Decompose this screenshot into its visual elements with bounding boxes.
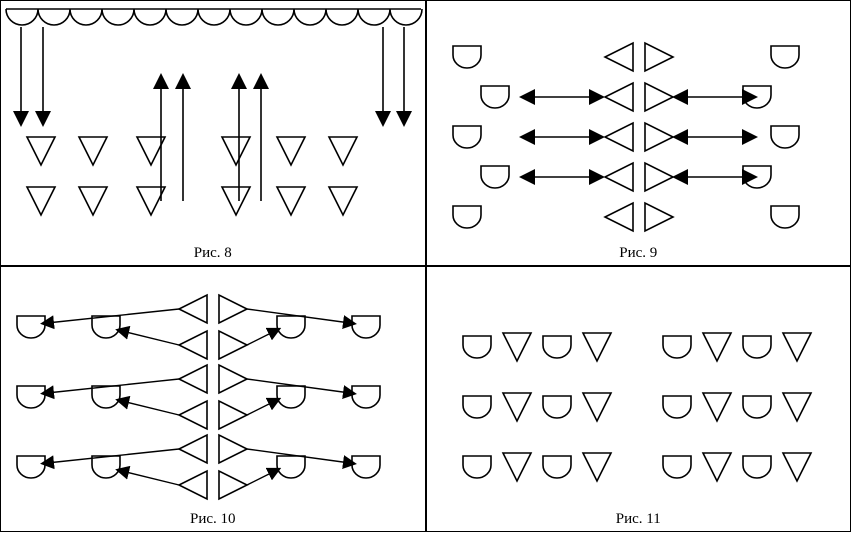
up-arrows bbox=[161, 81, 261, 201]
down-arrows bbox=[21, 27, 404, 119]
panel-10-svg bbox=[1, 267, 426, 533]
caption-10: Рис. 10 bbox=[1, 511, 425, 528]
panel-11-svg bbox=[427, 267, 851, 533]
panel-9-svg bbox=[427, 1, 851, 267]
panel-9: Рис. 9 bbox=[426, 0, 851, 266]
caption-11: Рис. 11 bbox=[427, 511, 851, 528]
panel-8-svg bbox=[1, 1, 426, 267]
tri-grid bbox=[27, 137, 357, 215]
scallop-row bbox=[6, 9, 422, 25]
caption-8: Рис. 8 bbox=[1, 245, 425, 262]
panel-11: Рис. 11 bbox=[426, 266, 851, 532]
caption-9: Рис. 9 bbox=[427, 245, 851, 262]
panel-8: Рис. 8 bbox=[0, 0, 426, 266]
panel-10: Рис. 10 bbox=[0, 266, 426, 532]
